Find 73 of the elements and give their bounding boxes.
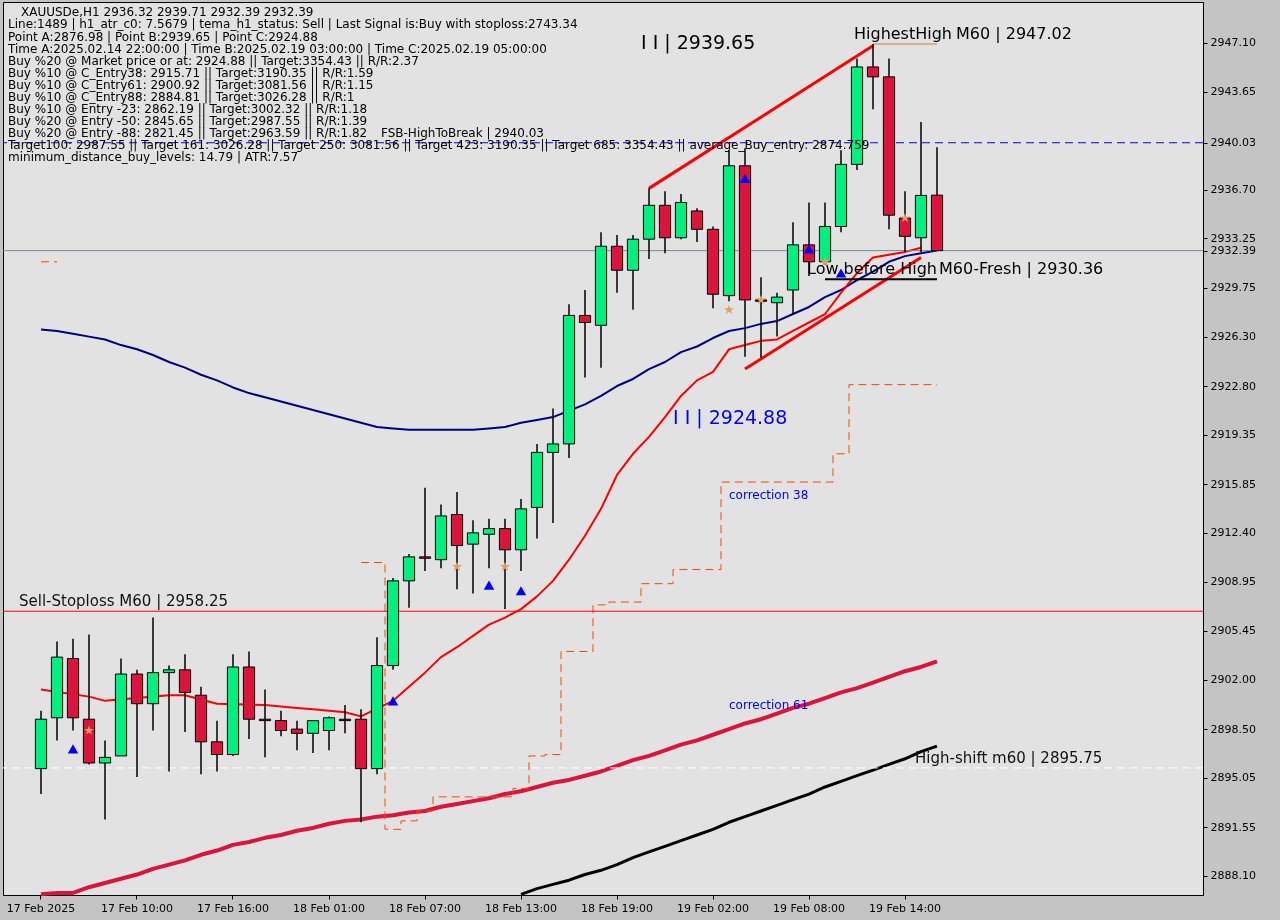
y-tick-label: 2926.30 — [1210, 330, 1256, 344]
candlestick — [274, 710, 288, 737]
y-tick-label: 2915.85 — [1210, 477, 1256, 491]
annotation: M60-Fresh | 2930.36 — [939, 259, 1104, 278]
candlestick — [98, 739, 112, 821]
point — [756, 294, 766, 305]
x-tick-label: 17 Feb 2025 — [6, 901, 76, 915]
y-tick-label: 2936.70 — [1210, 183, 1256, 197]
y-tick-label: 2895.05 — [1210, 771, 1256, 785]
candlestick — [322, 715, 336, 752]
annotation: correction 38 — [729, 488, 809, 502]
candlestick — [546, 407, 560, 524]
x-tick-label: 18 Feb 01:00 — [292, 901, 366, 915]
y-tick-label: 2898.50 — [1210, 722, 1256, 736]
point — [387, 696, 399, 706]
point — [67, 744, 79, 754]
candlestick — [418, 486, 432, 572]
x-tick-label: 18 Feb 13:00 — [484, 901, 558, 915]
candlestick — [466, 519, 480, 595]
x-tick-label: 19 Feb 14:00 — [868, 901, 942, 915]
y-tick-label: 2947.10 — [1210, 36, 1256, 50]
y-tick-label: 2888.10 — [1210, 869, 1256, 883]
point — [84, 725, 94, 735]
candlestick — [482, 517, 496, 569]
y-tick-label: 2940.03 — [1210, 136, 1256, 150]
y-tick-label: 2922.80 — [1210, 379, 1256, 393]
annotation: Point A:2876.98 | Point B:2939.65 | Point C:2924.88 — [8, 30, 318, 44]
y-tick-label: 2912.40 — [1210, 526, 1256, 540]
ref-line-label: Sell-Stoploss M60 | 2958.25 — [19, 592, 228, 611]
candlestick — [866, 43, 880, 111]
y-tick-label: 2919.35 — [1210, 428, 1256, 442]
candlestick — [690, 207, 704, 243]
point — [515, 586, 527, 596]
y-tick-label: 2933.25 — [1210, 231, 1256, 245]
candlestick — [306, 719, 320, 754]
point — [452, 561, 462, 571]
y-tick-label: 2908.95 — [1210, 575, 1256, 589]
point — [724, 304, 734, 315]
y-tick-label: 2932.39 — [1210, 244, 1256, 258]
y-tick-label: 2943.65 — [1210, 85, 1256, 99]
annotation: Line:1489 | h1_atr_c0: 7.5679 | tema_h1_status: Sell | Last Signal is:Buy with stoploss:2743.34 — [8, 17, 578, 31]
line-series — [40, 249, 938, 431]
text: M60 | 2947.02 — [956, 24, 1072, 43]
x-tick-label: 17 Feb 16:00 — [196, 901, 270, 915]
candlestick — [770, 292, 784, 338]
annotation: I I | 2939.65 — [641, 31, 756, 54]
x-tick-label: 19 Feb 08:00 — [772, 901, 846, 915]
candlestick — [898, 190, 912, 253]
annotation: XAUUSDe,H1 2936.32 2939.71 2932.39 2932.39 — [21, 5, 314, 19]
annotation: FSB-HighToBreak | 2940.03 — [381, 126, 544, 140]
candlestick — [402, 553, 416, 609]
candlestick — [210, 719, 224, 773]
y-tick-label: 2891.55 — [1210, 820, 1256, 834]
y-tick-label: 2929.75 — [1210, 281, 1256, 295]
x-tick-label: 18 Feb 07:00 — [388, 901, 462, 915]
candlestick — [178, 653, 192, 733]
point — [739, 173, 751, 184]
candlestick — [498, 517, 512, 610]
annotation: I I | 2924.88 — [673, 406, 788, 429]
y-tick-label: 2902.00 — [1210, 673, 1256, 687]
y-tick-label: 2905.45 — [1210, 624, 1256, 638]
x-tick-label: 19 Feb 02:00 — [676, 901, 750, 915]
x-tick-label: 17 Feb 10:00 — [100, 901, 174, 915]
candlestick — [290, 719, 304, 752]
candlestick — [162, 664, 176, 773]
candlestick — [578, 289, 592, 379]
annotation: HighestHigh — [854, 24, 952, 43]
point — [900, 212, 910, 223]
point — [483, 580, 495, 590]
ref-line-label: High-shift m60 | 2895.75 — [915, 748, 1103, 767]
candlestick — [610, 234, 624, 294]
point — [500, 561, 510, 571]
x-tick-label: 18 Feb 19:00 — [580, 901, 654, 915]
